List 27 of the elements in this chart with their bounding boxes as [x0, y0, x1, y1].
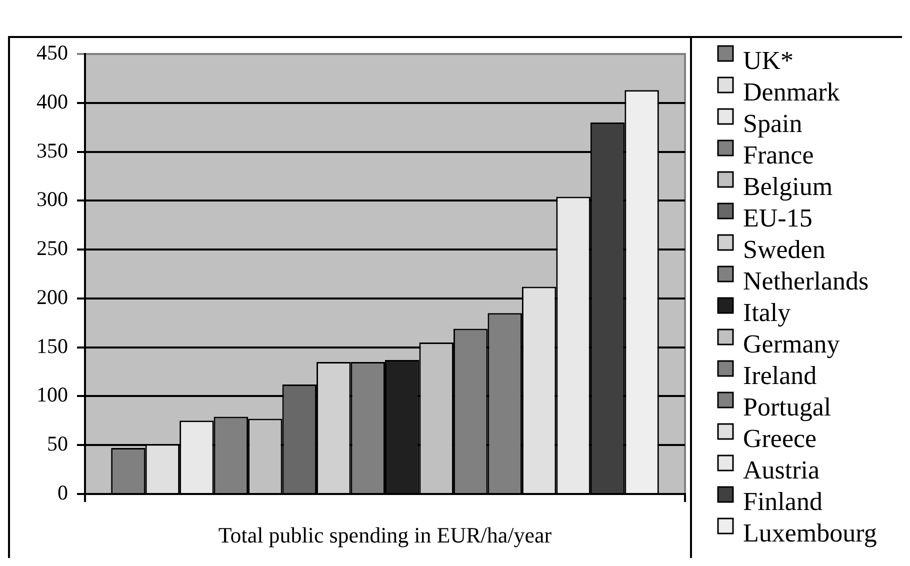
y-tick-label: 300 [36, 187, 68, 212]
legend-label: Luxembourg [743, 518, 877, 548]
legend-label: Denmark [743, 78, 840, 106]
legend-label: Ireland [743, 361, 817, 390]
legend-label: UK* [743, 46, 794, 75]
legend-label: Germany [743, 330, 840, 358]
y-tick-label: 400 [36, 89, 68, 114]
legend-label: Greece [743, 424, 817, 453]
y-tick-label: 350 [36, 138, 68, 162]
legend-label: EU-15 [743, 204, 812, 232]
y-tick-label: 50 [47, 432, 68, 456]
legend-label: Italy [743, 298, 791, 327]
y-tick-label: 450 [36, 40, 68, 65]
legend-label: Portugal [743, 392, 832, 422]
legend-label: Spain [743, 109, 802, 138]
y-tick-label: 150 [36, 334, 68, 358]
legend-label: Netherlands [743, 266, 869, 296]
legend-label: Austria [743, 456, 820, 484]
legend-label: Belgium [743, 172, 833, 201]
legend-label: France [743, 140, 814, 170]
y-tick-label: 200 [36, 284, 68, 309]
y-tick-label: 250 [36, 236, 68, 260]
y-tick-label: 0 [58, 480, 68, 505]
x-axis-title: Total public spending in EUR/ha/year [218, 522, 552, 548]
legend-label: Sweden [743, 235, 826, 264]
y-tick-label: 100 [36, 382, 68, 407]
legend-label: Finland [743, 487, 822, 516]
